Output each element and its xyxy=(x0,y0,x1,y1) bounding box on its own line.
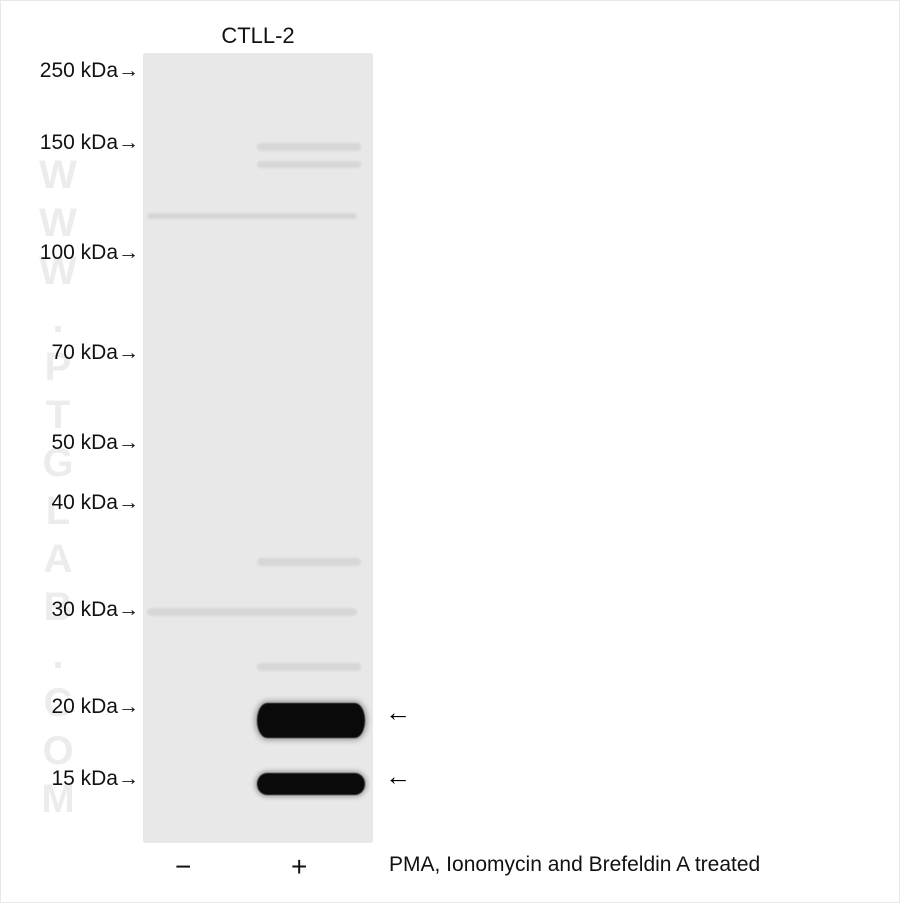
faint-band xyxy=(257,663,361,671)
protein-band xyxy=(257,773,365,795)
mw-marker-label: 15 kDa→ xyxy=(13,767,139,791)
faint-band xyxy=(147,213,357,219)
faint-band xyxy=(257,161,361,168)
faint-band xyxy=(257,143,361,151)
mw-marker-label: 40 kDa→ xyxy=(13,491,139,515)
faint-band xyxy=(257,558,361,566)
mw-marker-label: 20 kDa→ xyxy=(13,695,139,719)
mw-marker-label: 70 kDa→ xyxy=(13,341,139,365)
sample-title: CTLL-2 xyxy=(143,23,373,49)
blot-area xyxy=(143,53,373,843)
lane-symbol: − xyxy=(175,851,191,883)
mw-marker-label: 50 kDa→ xyxy=(13,431,139,455)
faint-band xyxy=(147,608,357,616)
treatment-label: PMA, Ionomycin and Brefeldin A treated xyxy=(389,853,760,877)
figure-container: CTLL-2 PMA, Ionomycin and Brefeldin A tr… xyxy=(13,13,887,890)
mw-marker-label: 100 kDa→ xyxy=(13,241,139,265)
mw-marker-label: 150 kDa→ xyxy=(13,131,139,155)
band-arrow-icon: ← xyxy=(385,761,411,792)
protein-band xyxy=(257,703,365,738)
mw-marker-label: 30 kDa→ xyxy=(13,598,139,622)
band-arrow-icon: ← xyxy=(385,697,411,728)
lane-symbol: + xyxy=(291,851,307,883)
mw-marker-label: 250 kDa→ xyxy=(13,59,139,83)
